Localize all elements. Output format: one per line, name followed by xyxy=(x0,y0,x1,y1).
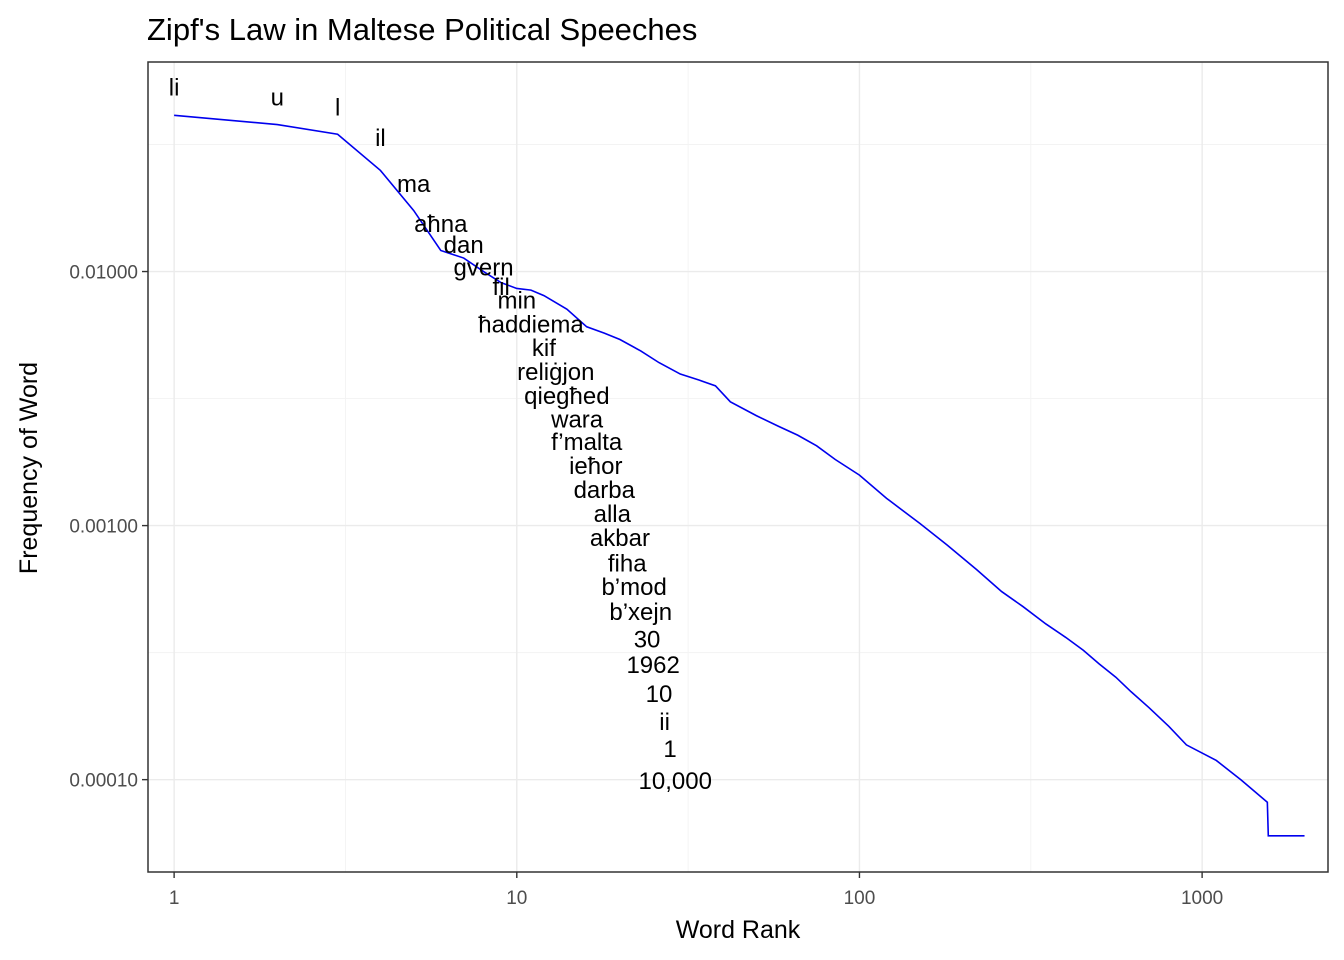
x-tick-label: 1 xyxy=(169,888,180,909)
word-label: min xyxy=(497,288,536,315)
major-gridlines xyxy=(148,62,1328,872)
word-label: li xyxy=(169,75,180,102)
word-label: ii xyxy=(659,709,670,736)
word-label: 1962 xyxy=(626,652,679,679)
word-label: alla xyxy=(594,501,632,528)
y-tick-label: 0.00010 xyxy=(69,771,138,792)
word-label: ieħor xyxy=(569,453,622,480)
word-label: darba xyxy=(574,477,636,504)
word-label: gvern xyxy=(454,255,514,282)
word-label: l xyxy=(335,95,340,122)
word-label: b’xejn xyxy=(609,599,672,626)
word-label: dan xyxy=(444,232,484,259)
y-tick-label: 0.00100 xyxy=(69,517,138,538)
word-label: qiegħed xyxy=(524,383,609,410)
word-label: fil xyxy=(492,274,509,301)
panel-border xyxy=(147,61,1329,873)
word-label: b’mod xyxy=(601,574,666,601)
word-label: fiha xyxy=(608,551,647,578)
word-label: f’malta xyxy=(551,429,623,456)
word-label: kif xyxy=(532,335,556,362)
x-tick-label: 10 xyxy=(506,888,527,909)
x-axis-title: Word Rank xyxy=(676,916,801,944)
word-label: u xyxy=(271,85,284,112)
word-label: reliġjon xyxy=(517,359,594,386)
word-label: 10,000 xyxy=(639,768,712,795)
word-label: wara xyxy=(550,406,604,433)
word-label: ma xyxy=(397,171,431,198)
chart-title: Zipf's Law in Maltese Political Speeches xyxy=(147,12,697,47)
word-label: 30 xyxy=(634,627,661,654)
x-axis-ticks: 1 10 100 1000 xyxy=(169,872,1223,909)
zipf-series-line xyxy=(174,114,1305,837)
word-label: ħaddiema xyxy=(478,312,584,339)
minor-gridlines xyxy=(148,62,1328,872)
y-axis-title: Frequency of Word xyxy=(15,362,43,574)
word-label: 1 xyxy=(663,736,676,763)
word-label: aħna xyxy=(414,211,468,238)
series-group xyxy=(174,114,1305,837)
x-tick-label: 100 xyxy=(844,888,876,909)
x-tick-label: 1000 xyxy=(1181,888,1223,909)
word-label: il xyxy=(375,125,386,152)
y-axis-ticks: 0.00010 0.00100 0.01000 xyxy=(69,263,148,792)
word-label: akbar xyxy=(590,525,650,552)
word-label: 10 xyxy=(646,681,673,708)
y-tick-label: 0.01000 xyxy=(69,263,138,284)
